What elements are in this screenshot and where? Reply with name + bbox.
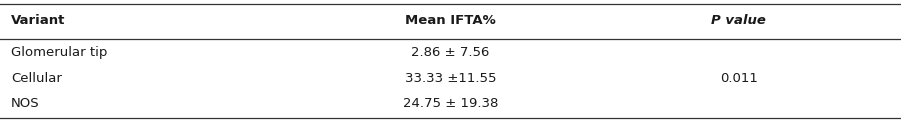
Text: P value: P value bbox=[712, 14, 766, 27]
Text: 33.33 ±11.55: 33.33 ±11.55 bbox=[405, 72, 496, 85]
Text: 0.011: 0.011 bbox=[720, 72, 758, 85]
Text: 24.75 ± 19.38: 24.75 ± 19.38 bbox=[403, 97, 498, 110]
Text: NOS: NOS bbox=[11, 97, 40, 110]
Text: Variant: Variant bbox=[11, 14, 65, 27]
Text: Mean IFTA%: Mean IFTA% bbox=[405, 14, 496, 27]
Text: Glomerular tip: Glomerular tip bbox=[11, 46, 107, 59]
Text: Cellular: Cellular bbox=[11, 72, 61, 85]
Text: 2.86 ± 7.56: 2.86 ± 7.56 bbox=[412, 46, 489, 59]
